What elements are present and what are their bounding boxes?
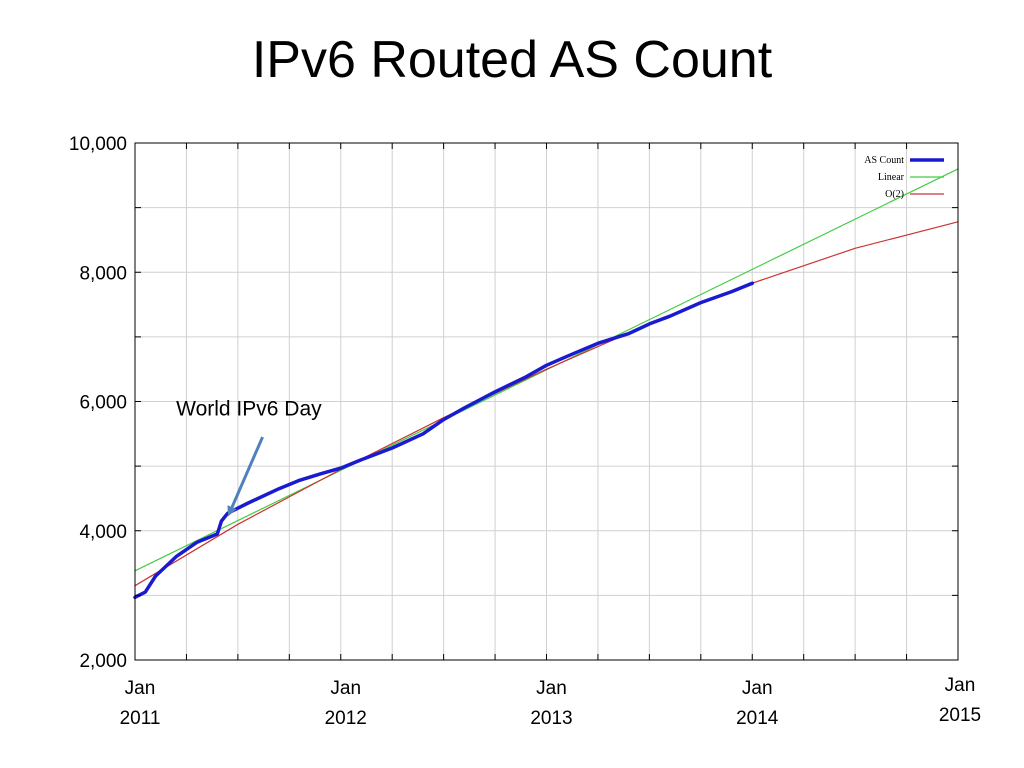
x-tick-label-year: 2014	[736, 708, 779, 729]
legend-label: O(2)	[885, 189, 904, 200]
x-tick-label-year: 2011	[120, 708, 161, 729]
x-tick-label-month: Jan	[742, 678, 773, 699]
legend: AS Count Linear O(2)	[864, 155, 944, 200]
y-tick-label: 10,000	[69, 134, 127, 155]
annotations: World IPv6 Day	[176, 398, 322, 517]
x-tick-label-year: 2015	[939, 705, 981, 726]
axes: 2,000 4,000 6,000 8,000 10,000 Jan 2011 Jan 2012…	[69, 134, 981, 729]
x-tick-label-month: Jan	[536, 678, 567, 699]
y-tick-label: 8,000	[79, 263, 127, 284]
x-tick-label-month: Jan	[125, 678, 156, 699]
x-tick-label-year: 2012	[325, 708, 367, 729]
x-tick-label-month: Jan	[945, 675, 976, 696]
annotation-label: World IPv6 Day	[176, 398, 322, 421]
legend-label: Linear	[878, 172, 905, 183]
x-tick-label-year: 2013	[530, 708, 572, 729]
legend-label: AS Count	[864, 155, 904, 166]
annotation-arrow	[227, 436, 264, 517]
y-tick-label: 4,000	[79, 522, 127, 543]
series-layer	[133, 168, 959, 600]
y-tick-label: 2,000	[79, 651, 127, 672]
series-line-as-count	[133, 281, 755, 600]
y-tick-label: 6,000	[79, 393, 127, 414]
series-line-o-2-	[134, 221, 959, 587]
slide-title: IPv6 Routed AS Count	[251, 31, 773, 89]
x-tick-label-month: Jan	[330, 678, 361, 699]
